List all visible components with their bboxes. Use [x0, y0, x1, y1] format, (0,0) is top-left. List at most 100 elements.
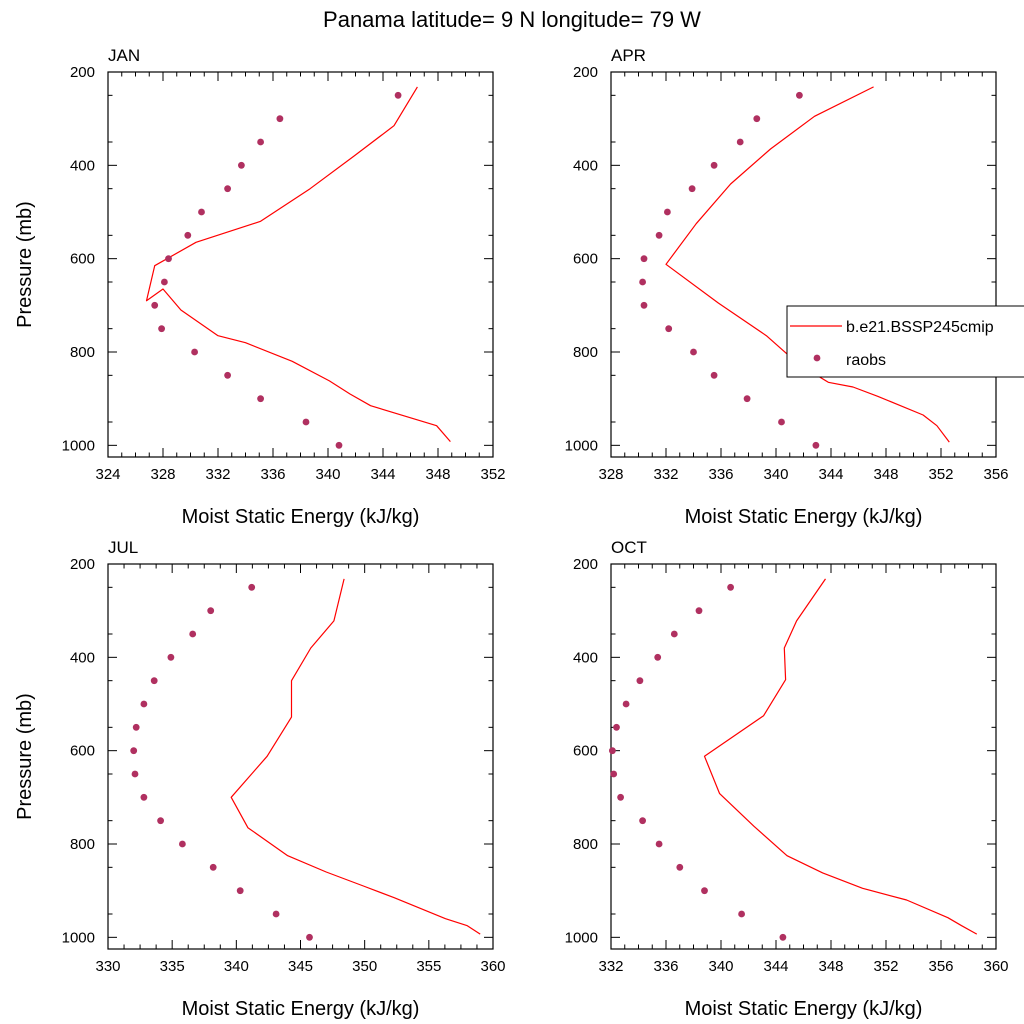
raobs-point-oct	[613, 723, 620, 731]
y-tick-label: 1000	[565, 929, 598, 946]
model-profile-line-jan	[145, 86, 451, 442]
x-tick-label: 345	[288, 958, 313, 975]
y-tick-label: 1000	[62, 929, 95, 946]
raobs-point-jan	[224, 185, 232, 193]
y-tick-label: 400	[573, 649, 598, 666]
raobs-point-apr	[753, 115, 761, 123]
y-tick-label: 200	[573, 64, 598, 81]
raobs-point-oct	[617, 793, 624, 801]
x-axis-title-jan: Moist Static Energy (kJ/kg)	[182, 506, 420, 528]
raobs-point-apr	[710, 161, 718, 169]
y-tick-label: 800	[573, 836, 598, 853]
x-tick-label: 340	[763, 466, 788, 483]
model-profile-line-apr	[665, 86, 950, 443]
x-tick-label: 344	[763, 958, 788, 975]
raobs-point-jul	[140, 700, 148, 708]
raobs-point-apr	[743, 395, 751, 403]
raobs-point-jul	[248, 583, 256, 591]
raobs-point-jul	[272, 910, 280, 918]
raobs-point-jan	[394, 91, 402, 99]
raobs-point-jan	[184, 231, 192, 239]
raobs-point-apr	[690, 348, 697, 356]
x-tick-label: 360	[983, 958, 1008, 975]
panel-label-oct: OCT	[611, 538, 647, 557]
raobs-point-jul	[167, 653, 175, 661]
raobs-point-jan	[151, 301, 159, 309]
raobs-point-oct	[609, 747, 616, 755]
raobs-point-oct	[670, 630, 678, 638]
y-tick-label: 800	[70, 344, 95, 361]
y-tick-label: 200	[70, 64, 95, 81]
y-tick-label: 200	[573, 556, 598, 573]
x-tick-label: 356	[928, 958, 953, 975]
y-tick-label: 1000	[62, 437, 95, 454]
x-tick-label: 340	[224, 958, 249, 975]
raobs-point-oct	[738, 910, 745, 918]
raobs-point-oct	[727, 583, 734, 591]
x-tick-label: 336	[653, 958, 678, 975]
x-tick-label: 355	[416, 958, 441, 975]
x-tick-label: 328	[150, 466, 175, 483]
y-tick-label: 1000	[565, 437, 598, 454]
y-tick-label: 600	[573, 251, 598, 268]
legend-raobs-marker-swatch	[813, 354, 821, 362]
panels-group: JAN 324 328 332 336 340 344 348 352 200 400 600 800 1…	[14, 46, 1009, 1020]
legend-box	[786, 305, 1024, 378]
plot-frame-jul	[107, 563, 494, 950]
plot-frame-apr	[610, 71, 997, 458]
y-tick-label: 600	[70, 251, 95, 268]
x-tick-label: 332	[598, 958, 623, 975]
raobs-point-jul	[209, 863, 217, 871]
x-tick-label: 344	[818, 466, 843, 483]
raobs-point-oct	[654, 653, 662, 661]
x-tick-label: 335	[160, 958, 185, 975]
raobs-point-apr	[639, 278, 646, 286]
x-tick-label: 336	[708, 466, 733, 483]
raobs-point-apr	[640, 255, 648, 263]
raobs-point-apr	[640, 301, 648, 309]
legend-model-label: b.e21.BSSP245cmip	[846, 319, 994, 336]
x-tick-label: 340	[708, 958, 733, 975]
raobs-point-oct	[636, 677, 644, 685]
raobs-point-jul	[179, 840, 186, 848]
raobs-point-apr	[796, 91, 803, 99]
raobs-point-jul	[140, 793, 148, 801]
panel-label-apr: APR	[611, 46, 646, 65]
raobs-point-jul	[236, 887, 244, 895]
y-axis-title-jan: Pressure (mb)	[14, 201, 36, 328]
raobs-point-jan	[158, 325, 166, 333]
raobs-point-oct	[701, 887, 708, 895]
raobs-point-jul	[132, 723, 140, 731]
x-tick-label: 352	[480, 466, 505, 483]
raobs-point-oct	[695, 607, 703, 615]
raobs-point-apr	[664, 208, 671, 216]
panel-apr: APR 328 332 336 340 344 348 352 356 200 400 600 800 1…	[565, 46, 1009, 528]
raobs-point-jul	[150, 677, 158, 685]
raobs-point-jan	[335, 441, 343, 449]
model-profile-line-jul	[230, 578, 481, 935]
raobs-point-jan	[302, 418, 310, 426]
raobs-point-jan	[198, 208, 205, 216]
x-tick-label: 332	[653, 466, 678, 483]
raobs-point-jul	[157, 817, 165, 825]
x-axis-title-apr: Moist Static Energy (kJ/kg)	[685, 506, 923, 528]
raobs-point-apr	[665, 325, 673, 333]
raobs-point-oct	[610, 770, 618, 778]
x-tick-label: 352	[928, 466, 953, 483]
raobs-point-jan	[165, 255, 172, 263]
y-tick-label: 200	[70, 556, 95, 573]
raobs-point-jan	[224, 371, 232, 379]
raobs-point-jan	[257, 138, 264, 146]
raobs-point-jan	[238, 161, 245, 169]
raobs-point-oct	[655, 840, 663, 848]
x-tick-label: 352	[873, 958, 898, 975]
raobs-point-jan	[191, 348, 199, 356]
plot-frame-jan	[107, 71, 494, 458]
raobs-point-apr	[812, 441, 820, 449]
raobs-point-apr	[778, 418, 785, 426]
legend: b.e21.BSSP245cmip raobs	[786, 305, 1024, 378]
raobs-point-apr	[655, 231, 663, 239]
x-axis-title-jul: Moist Static Energy (kJ/kg)	[182, 998, 420, 1020]
x-tick-label: 340	[315, 466, 340, 483]
